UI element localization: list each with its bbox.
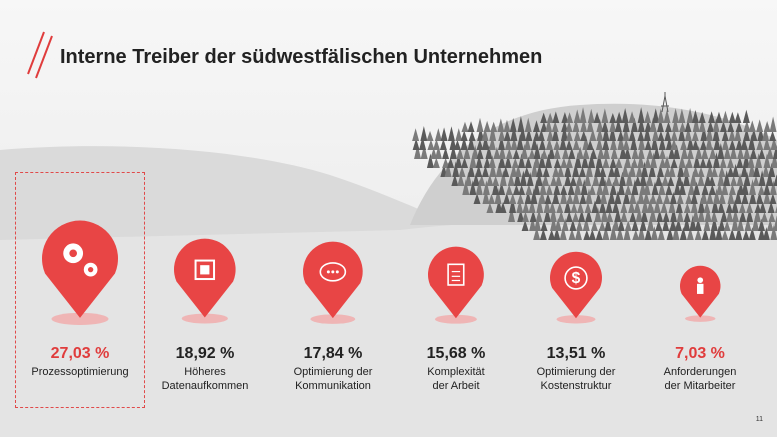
svg-text:$: $	[572, 270, 581, 287]
pin-shadow	[181, 314, 229, 324]
title-slash-icon	[27, 31, 53, 79]
value-label: 13,51 %	[546, 345, 606, 362]
category-label-line: der Mitarbeiter	[664, 380, 736, 392]
category-label-line: Höheres	[184, 366, 226, 378]
category-label-line: Anforderungen	[663, 366, 737, 378]
category-label-line: Prozessoptimierung	[31, 366, 129, 378]
highlight-frame	[15, 172, 145, 408]
page-number: 11	[755, 416, 763, 423]
category-item: 18,92 % Höheres Datenaufkommen	[145, 345, 265, 393]
category-label-line: Kommunikation	[295, 380, 371, 392]
page-title: Interne Treiber der südwestfälischen Unt…	[60, 46, 543, 68]
category-item: 13,51 % Optimierung der Kostenstruktur	[516, 345, 636, 393]
category-label-line: Kostenstruktur	[540, 380, 612, 392]
pin-shadow	[435, 314, 477, 324]
category-label-line: Optimierung der	[293, 366, 373, 378]
value-label: 17,84 %	[303, 345, 363, 362]
chip-icon	[194, 260, 216, 281]
pin-marker	[303, 241, 363, 318]
speech-bubble-icon	[319, 261, 347, 282]
value-pin-4	[428, 246, 484, 324]
person-icon	[696, 277, 704, 295]
pin-shadow	[310, 314, 356, 324]
pin-marker	[550, 251, 602, 318]
tower-icon	[661, 92, 669, 113]
value-pin-3	[303, 241, 363, 324]
category-item: 15,68 % Komplexität der Arbeit	[396, 345, 516, 393]
value-pin-5: $	[550, 251, 602, 324]
clipboard-icon	[447, 263, 465, 286]
gears-icon	[63, 243, 98, 277]
dollar-icon: $	[564, 265, 588, 290]
category-item: 17,84 % Optimierung der Kommunikation	[273, 345, 393, 393]
value-pin-2	[174, 239, 236, 324]
value-label: 18,92 %	[175, 345, 235, 362]
category-label-line: Komplexität	[427, 366, 485, 378]
pin-marker	[428, 246, 484, 318]
category-item: 27,03 % Prozessoptimierung	[20, 345, 140, 379]
pin-marker	[42, 220, 118, 318]
category-item: 7,03 % Anforderungen der Mitarbeiter	[640, 345, 760, 393]
pin-shadow	[684, 315, 716, 323]
category-label-line: Optimierung der	[536, 366, 616, 378]
value-label: 7,03 %	[675, 345, 725, 362]
pin-shadow	[51, 312, 109, 326]
pin-shadow	[556, 314, 596, 324]
value-label: 27,03 %	[50, 345, 110, 362]
forest-illustration	[412, 107, 777, 240]
value-pin-1	[42, 220, 118, 326]
category-label-line: Datenaufkommen	[161, 380, 249, 392]
value-pin-6	[679, 266, 721, 323]
value-label: 15,68 %	[426, 345, 486, 362]
category-label-line: der Arbeit	[432, 380, 480, 392]
